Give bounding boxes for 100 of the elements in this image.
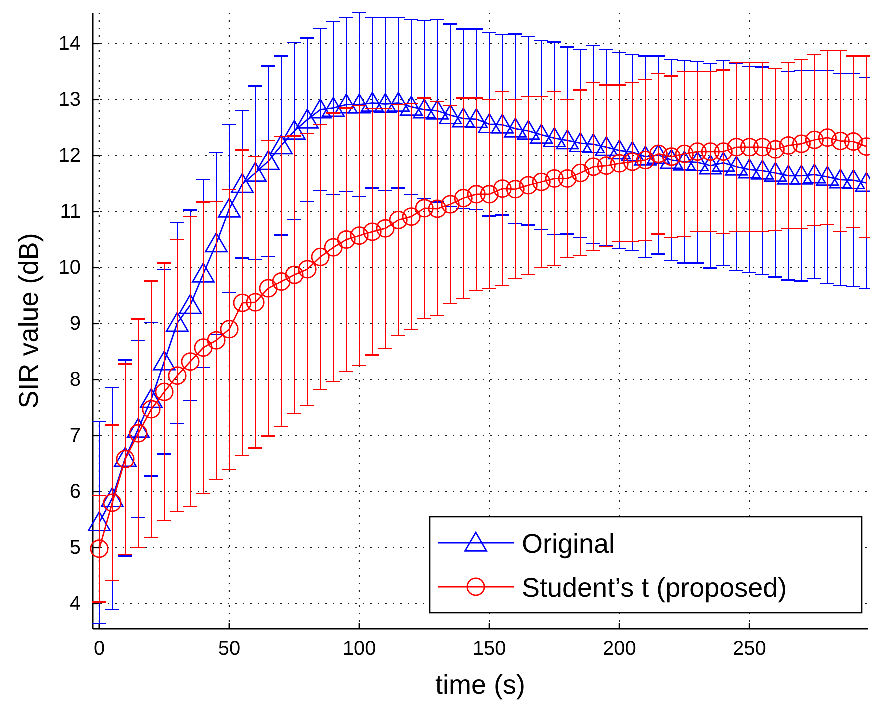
y-tick-label: 12 bbox=[58, 145, 81, 168]
point bbox=[324, 238, 343, 257]
point bbox=[311, 248, 330, 266]
point bbox=[597, 156, 616, 176]
point bbox=[194, 338, 213, 358]
point bbox=[504, 118, 528, 138]
y-tick-label: 8 bbox=[70, 369, 81, 392]
point bbox=[465, 108, 488, 128]
point bbox=[673, 150, 696, 171]
point bbox=[805, 130, 824, 150]
point bbox=[142, 400, 161, 419]
point bbox=[766, 140, 785, 159]
point bbox=[205, 232, 228, 253]
point bbox=[727, 138, 746, 157]
point bbox=[582, 133, 606, 154]
point bbox=[452, 108, 476, 128]
point bbox=[166, 312, 189, 332]
point bbox=[712, 152, 736, 172]
point bbox=[335, 94, 358, 114]
point bbox=[740, 138, 759, 157]
point bbox=[337, 230, 356, 250]
y-axis-title: SIR value (dB) bbox=[14, 233, 44, 409]
point bbox=[439, 104, 462, 124]
point bbox=[296, 108, 319, 129]
y-tick-label: 4 bbox=[70, 593, 81, 616]
point bbox=[348, 94, 372, 114]
point bbox=[844, 132, 863, 152]
point bbox=[101, 487, 124, 508]
x-tick-label: 200 bbox=[602, 638, 636, 660]
point bbox=[699, 154, 722, 175]
point bbox=[753, 138, 772, 157]
point bbox=[413, 98, 436, 119]
point bbox=[608, 140, 632, 160]
point bbox=[701, 142, 720, 162]
point bbox=[688, 142, 707, 162]
point bbox=[400, 96, 424, 116]
point bbox=[374, 93, 398, 114]
point bbox=[272, 272, 291, 292]
point bbox=[545, 170, 564, 188]
point bbox=[402, 208, 421, 226]
point bbox=[506, 180, 525, 199]
x-tick-label: 150 bbox=[472, 638, 506, 660]
y-tick-label: 11 bbox=[60, 201, 81, 224]
point bbox=[530, 124, 554, 144]
point bbox=[233, 294, 252, 312]
point bbox=[571, 164, 590, 182]
y-tick-label: 14 bbox=[58, 33, 81, 56]
point bbox=[623, 152, 642, 172]
point bbox=[478, 113, 502, 134]
point bbox=[181, 352, 200, 372]
x-tick-label: 100 bbox=[342, 638, 376, 660]
point bbox=[816, 166, 840, 186]
point bbox=[155, 382, 174, 402]
point bbox=[218, 198, 241, 218]
point bbox=[491, 114, 514, 134]
point bbox=[415, 199, 434, 218]
point bbox=[818, 128, 837, 148]
point bbox=[792, 134, 811, 154]
point bbox=[517, 120, 540, 140]
point bbox=[387, 92, 410, 112]
y-tick-label: 13 bbox=[58, 89, 81, 112]
point bbox=[285, 266, 304, 284]
point bbox=[569, 132, 592, 152]
y-tick-label: 9 bbox=[70, 313, 81, 336]
legend-label: Student’s t (proposed) bbox=[522, 573, 788, 603]
point bbox=[363, 222, 382, 242]
point bbox=[389, 210, 408, 230]
point bbox=[829, 168, 852, 189]
point bbox=[480, 185, 499, 204]
point bbox=[621, 141, 644, 162]
y-tick-label: 7 bbox=[70, 425, 81, 448]
point bbox=[179, 294, 202, 314]
point bbox=[257, 150, 280, 170]
point bbox=[493, 180, 512, 198]
x-axis-title: time (s) bbox=[436, 670, 526, 700]
point bbox=[790, 164, 814, 185]
point bbox=[595, 136, 618, 156]
point bbox=[361, 92, 384, 112]
point bbox=[751, 160, 774, 180]
y-tick-label: 6 bbox=[70, 481, 81, 504]
point bbox=[558, 170, 577, 188]
point bbox=[764, 162, 788, 182]
legend-label: Original bbox=[522, 529, 616, 559]
point bbox=[686, 151, 710, 172]
point bbox=[350, 226, 369, 246]
point bbox=[207, 331, 226, 350]
x-tick-label: 0 bbox=[94, 638, 106, 660]
point bbox=[140, 388, 163, 408]
point bbox=[803, 164, 826, 184]
point bbox=[259, 279, 278, 298]
y-tick-label: 10 bbox=[58, 257, 81, 280]
point bbox=[220, 320, 239, 339]
point bbox=[426, 100, 450, 120]
x-tick-label: 50 bbox=[218, 638, 241, 660]
x-tick-label: 250 bbox=[732, 638, 766, 660]
y-tick-label: 5 bbox=[70, 537, 81, 560]
point bbox=[543, 127, 566, 148]
point bbox=[519, 176, 538, 195]
point bbox=[309, 98, 332, 119]
point bbox=[322, 97, 346, 118]
